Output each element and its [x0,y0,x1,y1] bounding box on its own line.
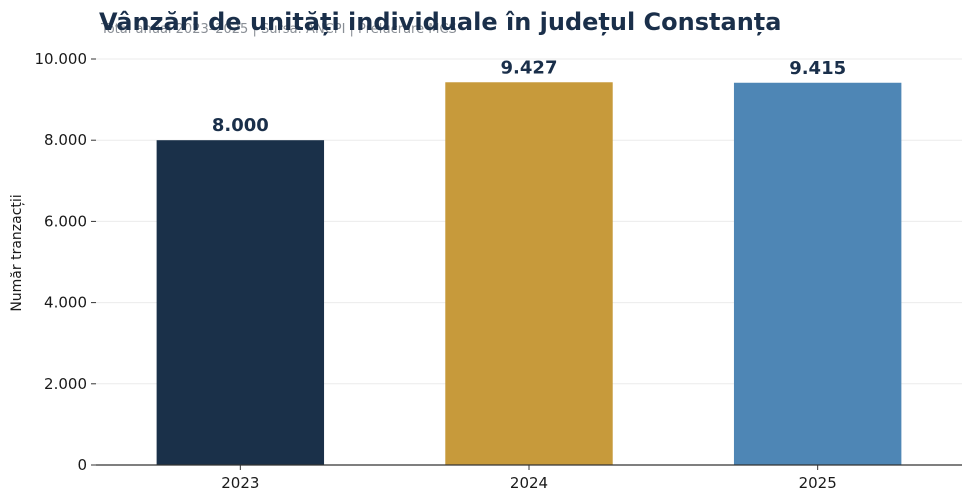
y-tick-label: 4.000 [44,294,87,312]
data-label: 9.415 [789,58,846,79]
x-tick-label: 2024 [510,474,548,492]
y-tick-label: 10.000 [35,50,88,68]
bar [445,82,613,466]
bars [156,82,902,466]
x-tick-label: 2025 [799,474,837,492]
axes [91,58,962,470]
y-tick-label: 2.000 [44,375,87,393]
y-tick-label: 6.000 [44,212,87,230]
labels: 0 2.000 4.000 6.000 8.000 10.000 8.000 2023 9.42… [35,50,847,492]
chart-subtitle: Total anual 2023–2025 | Sursa: ANCPI | P… [100,22,457,37]
x-tick-label: 2023 [221,474,259,492]
y-tick-label: 0 [77,456,87,474]
bar [733,82,902,465]
chart-title: Vânzări de unități individuale în județu… [99,8,781,36]
data-label: 9.427 [501,57,558,78]
data-label: 8.000 [212,115,269,136]
bar [156,140,325,465]
y-axis-label: Număr tranzacții [9,194,25,311]
y-tick-label: 8.000 [44,131,87,149]
